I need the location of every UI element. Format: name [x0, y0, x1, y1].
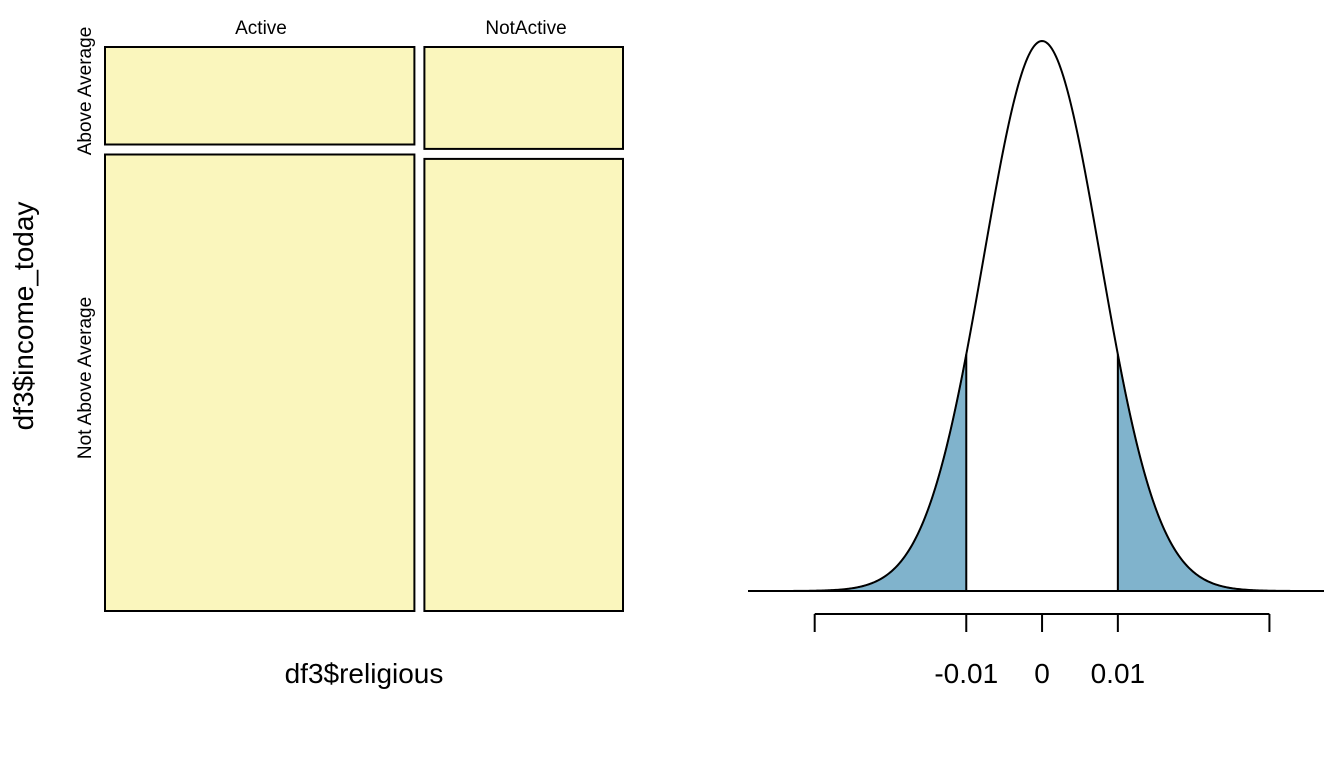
column-label-active: Active: [235, 18, 287, 39]
shaded-tail-right: [1117, 354, 1325, 592]
mosaic-cell-notactive-not-above-average: [423, 157, 624, 612]
x-axis-title: df3$religious: [285, 658, 444, 689]
density-curve: [748, 40, 1325, 592]
x-axis: -0.01 0 0.01: [813, 613, 1271, 689]
mosaic-cells: [104, 46, 624, 612]
mosaic-plot: Active NotActive Above Average Not Above…: [8, 18, 624, 689]
column-label-notactive: NotActive: [485, 18, 566, 39]
x-tick-label: 0.01: [1091, 658, 1146, 689]
mosaic-cell-notactive-above-average: [423, 46, 624, 150]
row-label-above-average: Above Average: [75, 27, 96, 156]
x-tick-label: 0: [1034, 658, 1050, 689]
mosaic-cell-active-not-above-average: [104, 153, 416, 612]
shaded-tail-left: [748, 354, 968, 592]
normal-density-plot: -0.01 0 0.01: [748, 40, 1325, 689]
mosaic-cell-active-above-average: [104, 46, 416, 146]
row-label-not-above-average: Not Above Average: [75, 297, 96, 459]
y-axis-title: df3$income_today: [8, 202, 39, 431]
density-curve-group: [748, 40, 1325, 592]
x-tick-label: -0.01: [934, 658, 998, 689]
shaded-tails: [748, 354, 1325, 592]
